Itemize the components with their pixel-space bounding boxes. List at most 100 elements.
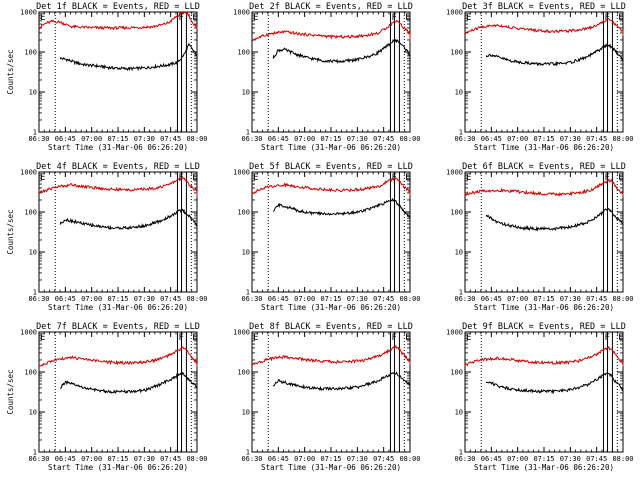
x-tick-label: 07:00 [81, 135, 102, 143]
x-tick-label: 07:30 [560, 135, 581, 143]
interval-marker-label: E [253, 333, 258, 343]
interval-marker-label: F [604, 333, 609, 343]
x-tick-label: 08:00 [399, 455, 420, 463]
chart-title: Det 8f BLACK = Events, RED = LLD [249, 322, 413, 332]
y-tick-label: 1000 [20, 9, 37, 17]
y-tick-label: 1000 [233, 169, 250, 177]
x-tick-label: 06:45 [268, 135, 289, 143]
x-tick-label: 07:45 [160, 295, 181, 303]
series-line-lld [251, 176, 411, 196]
interval-marker-label: E [40, 173, 45, 183]
plot-frame [464, 331, 624, 453]
interval-marker-label: E [253, 173, 258, 183]
series-line-events [485, 207, 624, 234]
x-tick-label: 07:45 [373, 135, 394, 143]
x-axis-label: Start Time (31-Mar-06 06:26:20) [474, 303, 614, 312]
y-tick-label: 100 [450, 369, 463, 377]
x-tick-label: 07:30 [560, 455, 581, 463]
interval-marker-label: E [40, 13, 45, 23]
y-tick-label: 100 [24, 49, 37, 57]
interval-marker-label: E [253, 13, 258, 23]
y-tick-label: 1 [459, 449, 463, 457]
x-tick-label: 06:30 [241, 295, 262, 303]
x-axis-label: Start Time (31-Mar-06 06:26:20) [48, 143, 188, 152]
plot-frame [251, 11, 411, 133]
series-line-events [272, 197, 411, 225]
x-tick-label: 07:15 [107, 135, 128, 143]
x-tick-label: 07:00 [81, 455, 102, 463]
y-tick-label: 1 [459, 129, 463, 137]
x-tick-label: 08:00 [399, 135, 420, 143]
x-tick-label: 07:00 [294, 455, 315, 463]
x-tick-label: 07:30 [347, 295, 368, 303]
interval-marker-label: E [405, 333, 410, 343]
y-tick-label: 100 [24, 209, 37, 217]
x-tick-label: 07:30 [347, 135, 368, 143]
interval-marker-label: E [192, 173, 197, 183]
plot-frame [464, 11, 624, 133]
x-tick-label: 07:45 [586, 455, 607, 463]
x-tick-label: 06:30 [454, 295, 475, 303]
x-tick-label: 06:30 [454, 135, 475, 143]
interval-marker-label: E [40, 333, 45, 343]
x-tick-label: 07:15 [107, 455, 128, 463]
y-tick-label: 1000 [20, 169, 37, 177]
x-tick-label: 06:45 [268, 455, 289, 463]
series-line-lld [464, 18, 624, 37]
x-tick-label: 06:45 [481, 295, 502, 303]
x-axis-label: Start Time (31-Mar-06 06:26:20) [474, 463, 614, 472]
y-tick-label: 1000 [446, 9, 463, 17]
x-tick-label: 07:30 [560, 295, 581, 303]
y-tick-label: 1 [459, 289, 463, 297]
x-tick-label: 07:15 [320, 455, 341, 463]
x-tick-label: 07:45 [160, 135, 181, 143]
x-tick-label: 07:00 [81, 295, 102, 303]
series-line-lld [38, 11, 198, 31]
interval-marker-label: E [618, 173, 623, 183]
interval-marker-label: E [618, 333, 623, 343]
chart-panel: Det 2f BLACK = Events, RED = LLD 1 10 100 10… [233, 2, 420, 152]
x-tick-label: 06:30 [454, 455, 475, 463]
y-tick-label: 10 [242, 409, 250, 417]
interval-marker-label: F [604, 13, 609, 23]
chart-title: Det 4f BLACK = Events, RED = LLD [36, 162, 200, 172]
y-tick-label: 100 [450, 49, 463, 57]
chart-panel: Det 7f BLACK = Events, RED = LLD 1 10 100 10… [6, 322, 208, 472]
chart-title: Det 6f BLACK = Events, RED = LLD [462, 162, 626, 172]
interval-marker-label: F [391, 333, 396, 343]
series-line-lld [464, 345, 624, 367]
x-axis-label: Start Time (31-Mar-06 06:26:20) [261, 463, 401, 472]
y-tick-label: 100 [24, 369, 37, 377]
plot-frame [38, 331, 198, 453]
x-tick-label: 07:15 [533, 295, 554, 303]
y-tick-label: 1 [33, 449, 37, 457]
chart-title: Det 9f BLACK = Events, RED = LLD [462, 322, 626, 332]
x-tick-label: 06:45 [55, 455, 76, 463]
y-tick-label: 10 [455, 89, 463, 97]
x-tick-label: 06:45 [481, 455, 502, 463]
chart-panel: Det 6f BLACK = Events, RED = LLD 1 10 100 10… [446, 162, 633, 312]
x-tick-label: 07:15 [533, 135, 554, 143]
x-tick-label: 06:45 [268, 295, 289, 303]
x-tick-label: 07:00 [294, 295, 315, 303]
y-tick-label: 1000 [233, 9, 250, 17]
y-tick-label: 1000 [446, 169, 463, 177]
interval-marker-label: E [466, 173, 471, 183]
x-tick-label: 07:30 [134, 295, 155, 303]
x-tick-label: 07:45 [586, 295, 607, 303]
interval-marker-label: E [466, 333, 471, 343]
series-line-lld [464, 178, 624, 197]
x-tick-label: 06:30 [241, 455, 262, 463]
interval-marker-label: E [405, 173, 410, 183]
series-line-events [272, 37, 411, 70]
series-line-lld [38, 176, 198, 198]
x-tick-label: 07:30 [347, 455, 368, 463]
chart-title: Det 2f BLACK = Events, RED = LLD [249, 2, 413, 12]
interval-marker-label: E [405, 13, 410, 23]
chart-title: Det 3f BLACK = Events, RED = LLD [462, 2, 626, 12]
x-tick-label: 06:30 [28, 295, 49, 303]
x-tick-label: 08:00 [186, 455, 207, 463]
x-tick-label: 08:00 [612, 135, 633, 143]
y-tick-label: 100 [450, 209, 463, 217]
